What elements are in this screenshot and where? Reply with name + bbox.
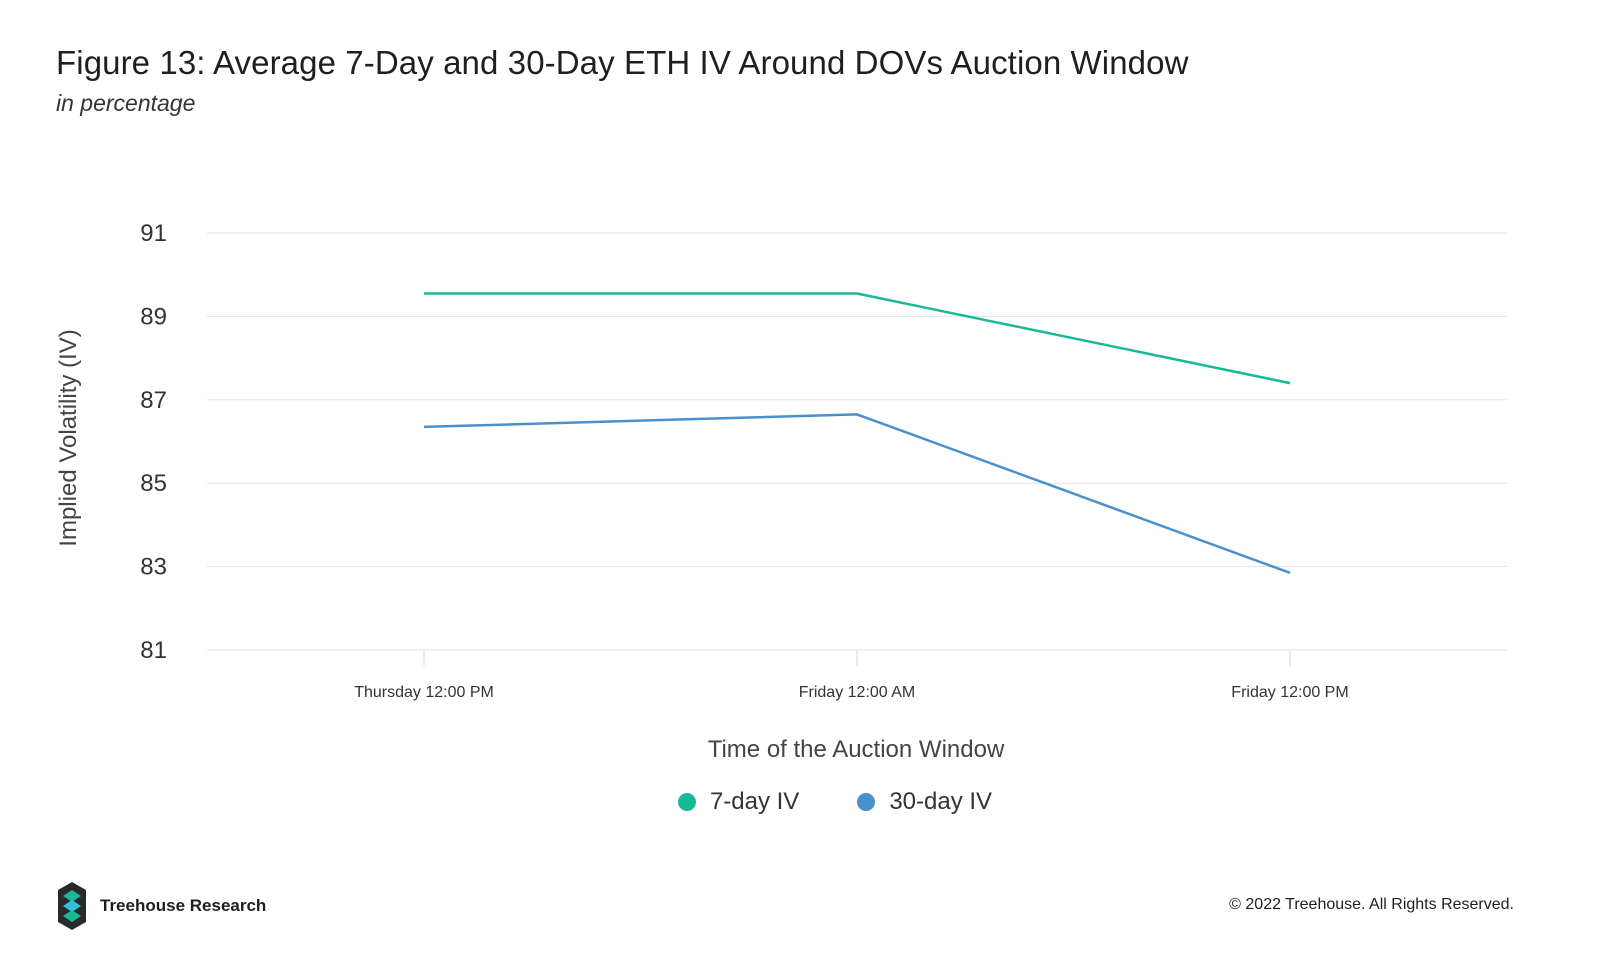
legend-label-7day: 7-day IV (709, 788, 800, 815)
footer-brand[interactable]: Treehouse Research (56, 880, 266, 932)
legend: 7-day IV 30-day IV (0, 788, 1600, 816)
y-axis-ticks: 81 83 85 87 89 91 (140, 220, 167, 664)
y-tick-label: 85 (140, 470, 167, 497)
brand-name: Treehouse Research (100, 896, 267, 915)
chart-title: Figure 13: Average 7-Day and 30-Day ETH … (56, 44, 1189, 81)
x-tick-label: Thursday 12:00 PM (354, 684, 494, 701)
y-tick-label: 83 (140, 554, 167, 581)
treehouse-logo-icon (58, 882, 86, 930)
y-tick-label: 81 (140, 637, 167, 664)
y-axis-label: Implied Volatility (IV) (55, 329, 82, 546)
legend-marker-30day (857, 793, 876, 811)
grid-lines (207, 232, 1507, 651)
x-axis-label: Time of the Auction Window (708, 736, 1005, 763)
y-tick-label: 89 (140, 303, 167, 330)
legend-marker-7day (677, 793, 696, 811)
series-line-30day[interactable] (423, 413, 1291, 575)
chart-subtitle: in percentage (56, 90, 196, 116)
copyright-text: © 2022 Treehouse. All Rights Reserved. (1229, 896, 1514, 913)
legend-item-7day[interactable]: 7-day IV (677, 788, 800, 816)
series-line-7day[interactable] (424, 292, 1291, 385)
legend-item-30day[interactable]: 30-day IV (857, 788, 992, 816)
x-tick-label: Friday 12:00 PM (1231, 684, 1348, 701)
x-axis-ticks: Thursday 12:00 PM Friday 12:00 AM Friday 1… (354, 650, 1349, 701)
x-tick-label: Friday 12:00 AM (799, 684, 916, 701)
y-tick-label: 87 (140, 387, 167, 414)
legend-label-30day: 30-day IV (889, 788, 993, 815)
series-lines (423, 292, 1291, 575)
y-tick-label: 91 (140, 220, 167, 247)
